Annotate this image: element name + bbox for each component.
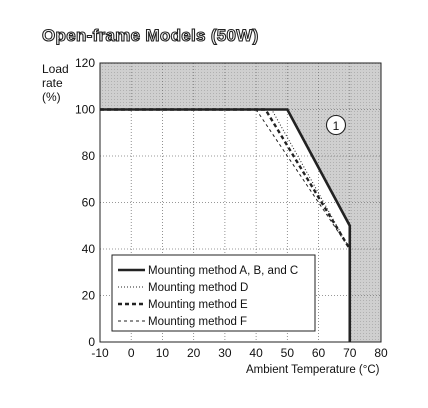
y-tick-label: 40 xyxy=(82,242,96,256)
x-tick-label: 80 xyxy=(374,346,388,360)
x-tick-label: 10 xyxy=(156,346,170,360)
legend-label-2: Mounting method D xyxy=(148,282,248,294)
x-axis-label: Ambient Temperature (°C) xyxy=(246,364,380,376)
y-tick-label: 80 xyxy=(82,149,96,163)
legend-label-4: Mounting method F xyxy=(148,316,247,328)
y-tick-label: 20 xyxy=(82,289,96,303)
x-tick-label: 50 xyxy=(281,346,295,360)
annotation-label: 1 xyxy=(333,119,340,133)
x-tick-label: 40 xyxy=(249,346,263,360)
x-tick-label: 20 xyxy=(187,346,201,360)
shaded-region-top xyxy=(100,63,381,110)
x-tick-label: 0 xyxy=(128,346,135,360)
x-tick-label: 70 xyxy=(343,346,357,360)
legend-label-1: Mounting method A, B, and C xyxy=(148,265,298,277)
legend-label-3: Mounting method E xyxy=(148,299,248,311)
annotations: 1 xyxy=(327,116,346,135)
legend: Mounting method A, B, and C Mounting meth… xyxy=(112,255,315,331)
y-tick-label: 60 xyxy=(82,196,96,210)
y-tick-label: 100 xyxy=(75,103,95,117)
y-tick-label: 120 xyxy=(75,56,95,70)
x-tick-label: 60 xyxy=(312,346,326,360)
x-tick-label: 30 xyxy=(218,346,232,360)
y-tick-label: 0 xyxy=(88,335,95,349)
